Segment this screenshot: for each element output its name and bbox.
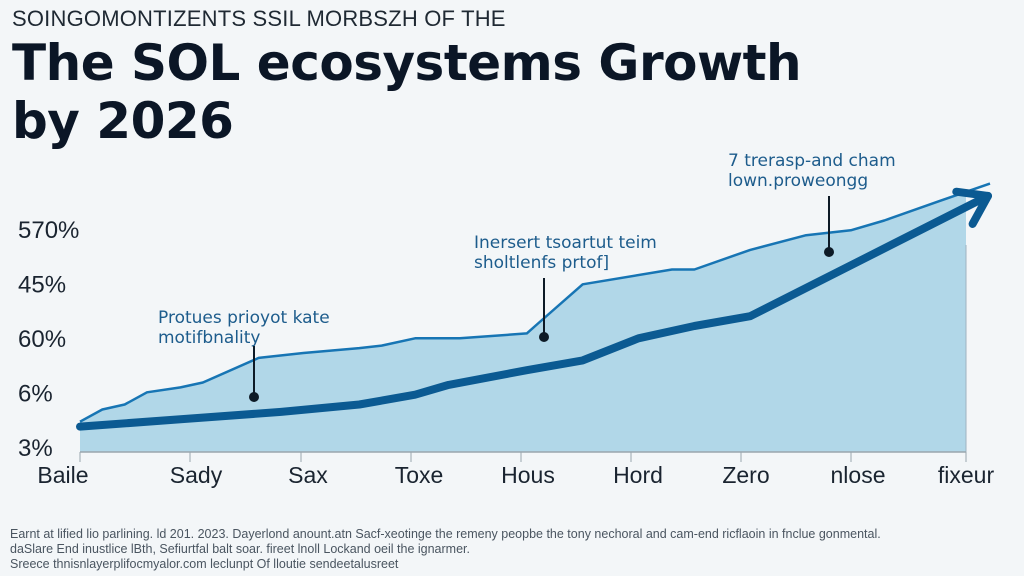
- x-axis-ticks: Baile Sady Sax Toxe Hous Hord Zero nlose fixeur: [37, 452, 994, 488]
- area-fill: [80, 191, 966, 452]
- footnote-line-1: Earnt at lified lio parlining. ld 201. 2…: [10, 527, 881, 541]
- x-tick-label: Hord: [613, 462, 663, 488]
- x-tick-label: Baile: [37, 462, 88, 488]
- footnote-line-2: daSlare End inustlice lBth, Sefiurtfal b…: [10, 542, 470, 556]
- y-tick-label: 45%: [18, 272, 66, 299]
- y-axis-ticks: 570% 45% 60% 6% 3%: [18, 217, 79, 462]
- chart-eyebrow: SOINGOMONTIZENTS SSIL MORBSZH OF THE: [12, 6, 506, 31]
- x-tick-label: Sady: [170, 462, 223, 488]
- trend-arrowhead-icon: [952, 187, 992, 228]
- annotation-text-line-1: 7 trerasp-and cham: [728, 151, 896, 171]
- annotation-text-line-1: Protues prioyot kate: [158, 308, 330, 328]
- footnote: Earnt at lified lio parlining. ld 201. 2…: [10, 527, 881, 572]
- x-tick-label: Toxe: [395, 462, 444, 488]
- annotation-marker-dot: [539, 332, 549, 342]
- upper-series-line: [79, 182, 991, 423]
- x-tick-label: Sax: [288, 462, 328, 488]
- chart-title-line-2: by 2026: [12, 92, 234, 150]
- trend-arrow-line: [76, 191, 992, 431]
- chart-title: The SOL ecosystems Growth by 2026: [12, 34, 802, 150]
- x-tick-label: fixeur: [938, 462, 995, 488]
- chart-title-line-1: The SOL ecosystems Growth: [12, 34, 802, 92]
- y-tick-label: 6%: [18, 381, 53, 408]
- x-tick-label: nlose: [831, 462, 886, 488]
- y-tick-label: 60%: [18, 326, 66, 353]
- annotation-marker-dot: [824, 247, 834, 257]
- annotation-text-line-1: Inersert tsoartut teim: [474, 233, 657, 253]
- annotation-marker-dot: [249, 392, 259, 402]
- annotation-text-line-2: lown.proweongg: [728, 171, 868, 191]
- x-tick-label: Zero: [722, 462, 769, 488]
- annotation-text-line-2: sholtlenfs prtof]: [474, 253, 609, 273]
- y-tick-label: 3%: [18, 435, 53, 462]
- footnote-line-3: Sreece thnisnlayerplifocmyalor.com leclu…: [10, 557, 399, 571]
- x-tick-label: Hous: [501, 462, 555, 488]
- y-tick-label: 570%: [18, 217, 79, 244]
- annotation-text-line-2: motifbnality: [158, 328, 261, 348]
